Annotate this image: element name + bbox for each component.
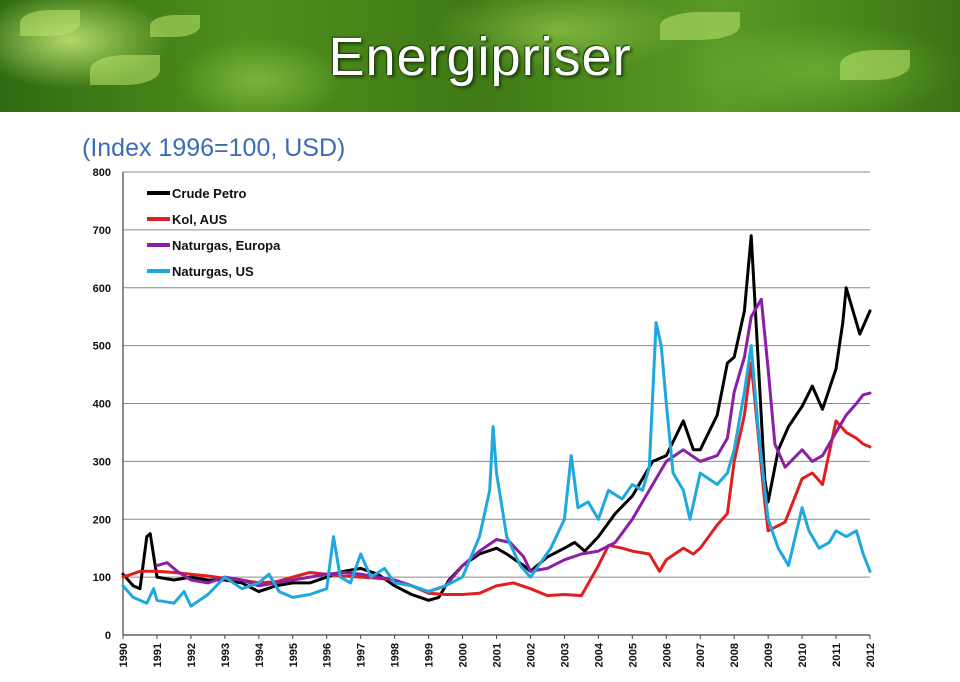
x-tick-label: 2003 xyxy=(559,643,571,667)
chart-subtitle: (Index 1996=100, USD) xyxy=(82,134,346,162)
y-tick-label: 200 xyxy=(93,514,111,526)
y-tick-label: 800 xyxy=(93,167,111,179)
leaf-decoration xyxy=(660,12,740,40)
y-tick-label: 300 xyxy=(93,456,111,468)
y-tick-label: 700 xyxy=(93,225,111,237)
x-tick-label: 1990 xyxy=(118,643,130,667)
x-tick-label: 2010 xyxy=(797,643,809,667)
y-tick-label: 400 xyxy=(93,399,111,411)
series-line-3 xyxy=(121,321,872,608)
leaf-decoration xyxy=(90,55,160,85)
series-line-2 xyxy=(155,297,872,594)
x-tick-label: 1991 xyxy=(152,643,164,667)
x-tick-label: 2007 xyxy=(695,643,707,667)
leaf-decoration xyxy=(150,15,200,37)
legend-label: Crude Petro xyxy=(172,186,246,201)
x-tick-label: 2002 xyxy=(525,643,537,667)
x-tick-label: 2009 xyxy=(763,643,775,667)
x-tick-label: 2011 xyxy=(831,643,843,667)
x-tick-label: 2008 xyxy=(729,643,741,667)
x-tick-label: 1998 xyxy=(390,643,402,667)
x-tick-label: 2001 xyxy=(492,643,504,667)
legend-label: Naturgas, Europa xyxy=(172,238,281,253)
chart-axes xyxy=(122,172,871,639)
x-tick-label: 2006 xyxy=(661,643,673,667)
y-tick-label: 100 xyxy=(93,572,111,584)
chart-legend: Crude Petro Kol, AUS Naturgas, Europa Natur… xyxy=(147,186,281,279)
y-tick-label: 600 xyxy=(93,283,111,295)
x-tick-label: 1993 xyxy=(220,643,232,667)
legend-label: Kol, AUS xyxy=(172,212,227,227)
x-tick-label: 1994 xyxy=(254,642,266,667)
y-axis-ticks: 0 100 200 300 400 500 600 700 800 xyxy=(93,167,111,642)
x-tick-label: 1995 xyxy=(288,643,300,667)
x-tick-label: 2000 xyxy=(458,643,470,667)
x-tick-label: 1992 xyxy=(186,643,198,667)
leaf-decoration xyxy=(840,50,910,80)
x-tick-label: 2005 xyxy=(627,643,639,667)
chart-series xyxy=(121,234,872,608)
y-tick-label: 500 xyxy=(93,341,111,353)
legend-label: Naturgas, US xyxy=(172,264,254,279)
x-axis-ticks: 1990 1991 1992 1993 1994 1995 1996 1997 1998 1999… xyxy=(118,642,877,667)
header-banner: Energipriser xyxy=(0,0,960,112)
leaf-decoration xyxy=(20,10,80,36)
x-tick-label: 1999 xyxy=(424,643,436,667)
x-tick-label: 2004 xyxy=(593,642,605,667)
x-tick-label: 2012 xyxy=(865,643,877,667)
x-tick-label: 1996 xyxy=(322,643,334,667)
page-title: Energipriser xyxy=(328,27,632,87)
y-tick-label: 0 xyxy=(105,630,111,642)
x-tick-label: 1997 xyxy=(356,643,368,667)
